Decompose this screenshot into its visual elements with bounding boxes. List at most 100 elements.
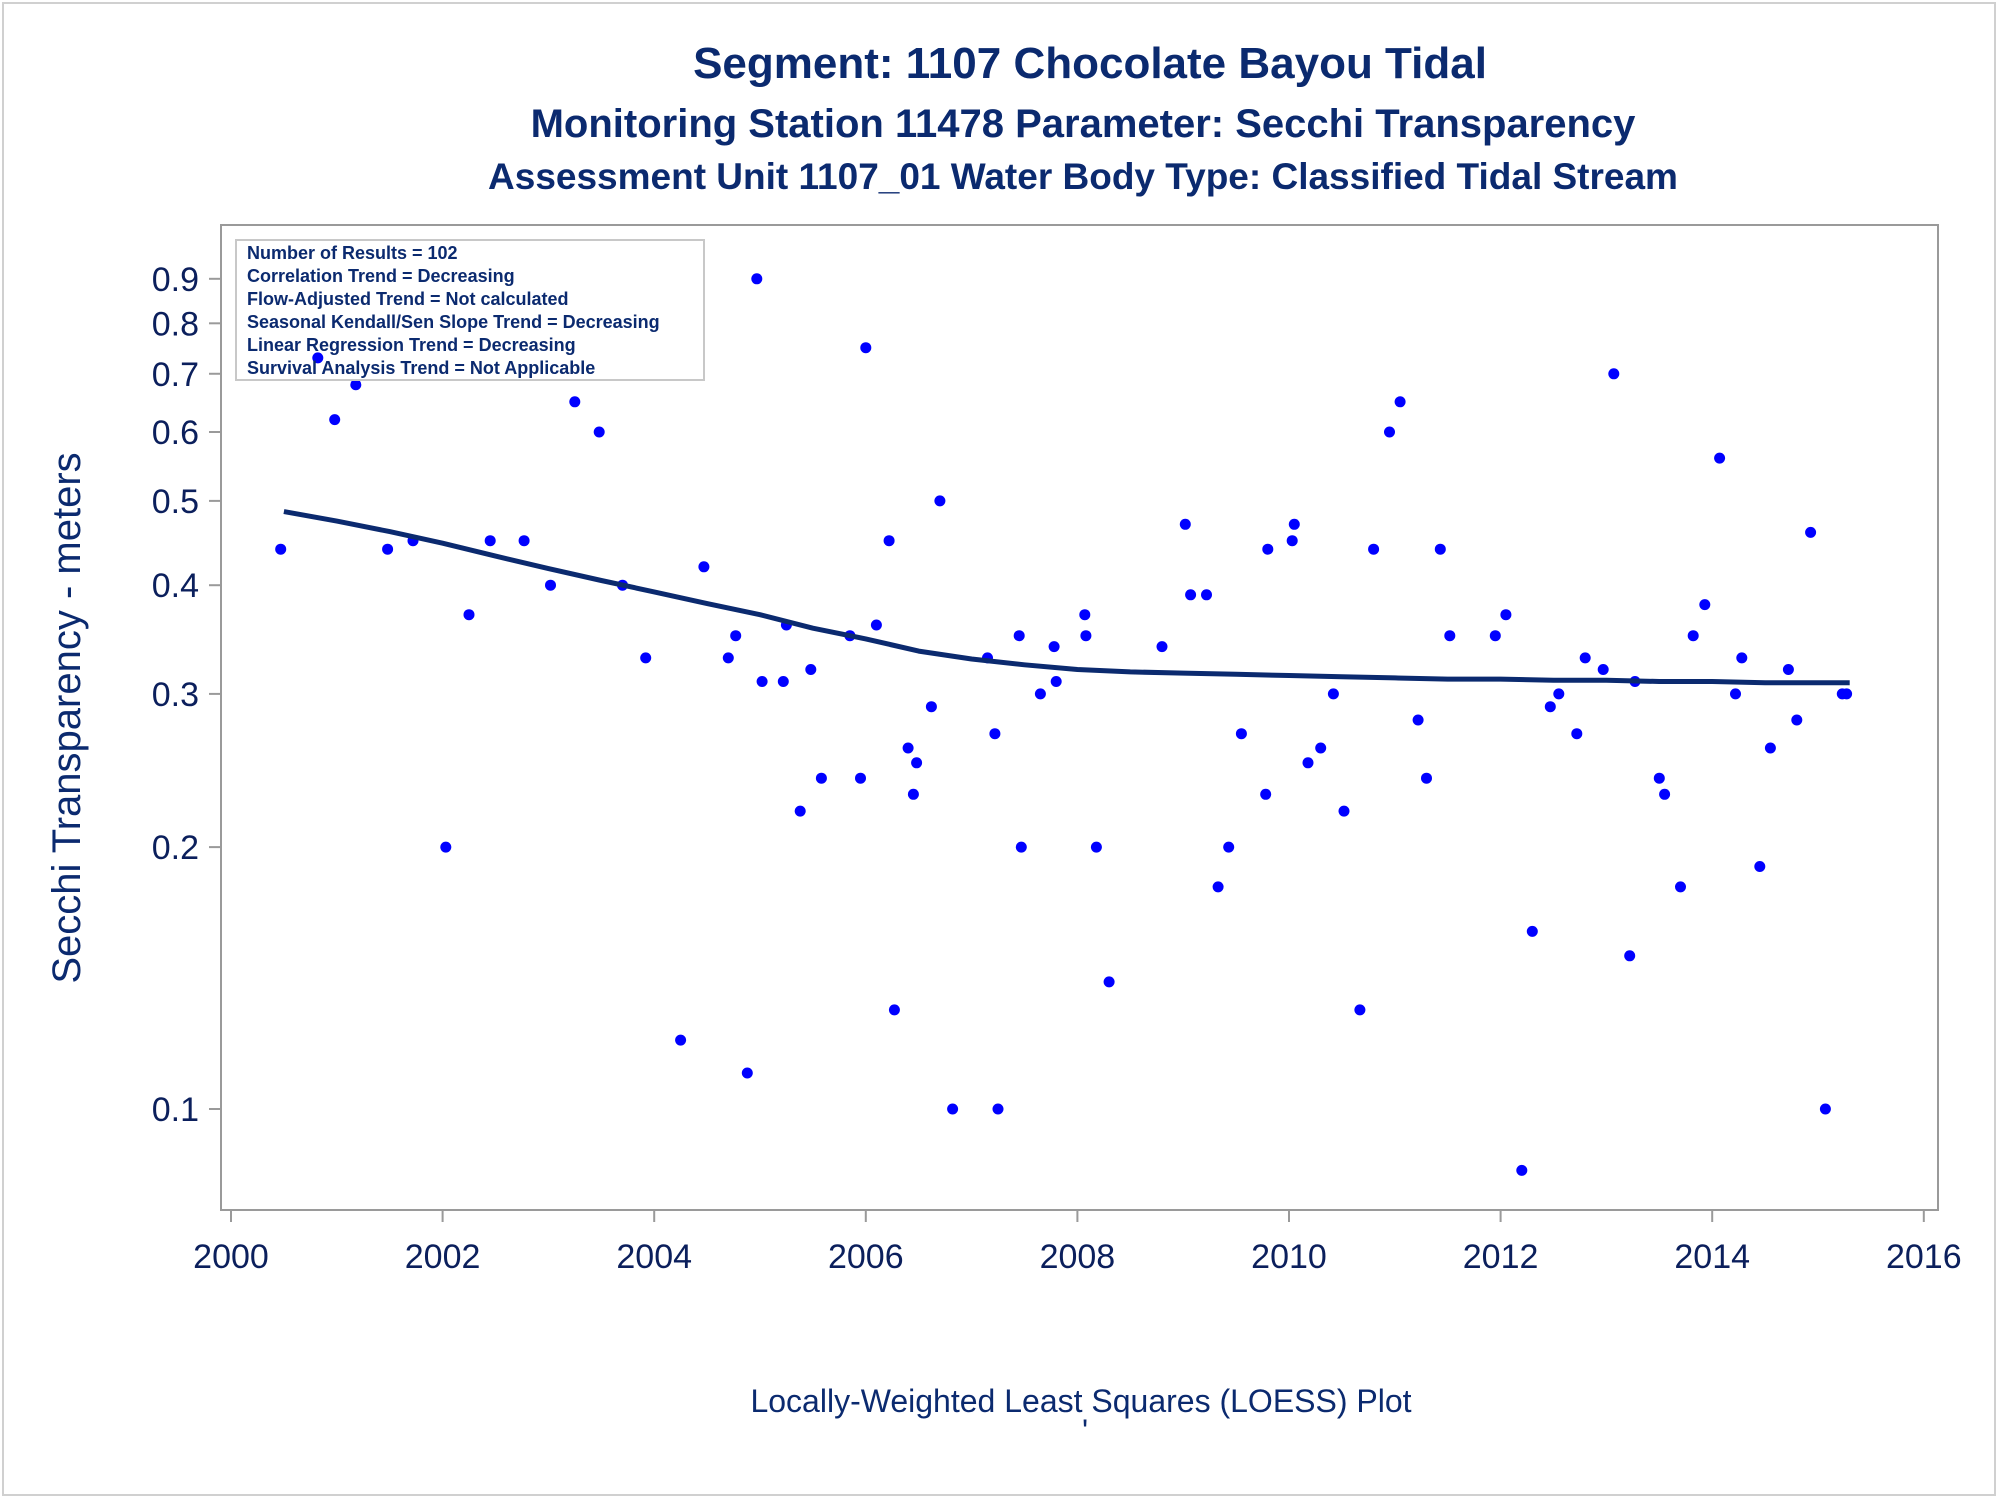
data-point xyxy=(1288,518,1300,530)
data-points xyxy=(275,273,1853,1176)
data-point xyxy=(1675,881,1686,893)
data-point xyxy=(1315,742,1327,754)
data-point xyxy=(1444,630,1456,642)
data-point xyxy=(1384,426,1395,438)
x-axis: 2000 2002 2004 2006 2008 2010 2012 2014 2016 xyxy=(193,1210,1962,1276)
stats-line: Linear Regression Trend = Decreasing xyxy=(247,335,576,355)
data-point xyxy=(1201,589,1212,601)
data-point xyxy=(1754,861,1766,872)
data-point xyxy=(934,495,946,507)
data-point xyxy=(1544,701,1556,713)
data-point xyxy=(883,535,895,547)
data-point xyxy=(1421,772,1432,784)
data-point xyxy=(382,543,394,555)
x-tick-label: 2008 xyxy=(1040,1238,1116,1276)
data-point xyxy=(1571,728,1583,740)
data-point xyxy=(329,414,341,426)
y-tick-label: 0.5 xyxy=(152,483,199,521)
y-tick-label: 0.1 xyxy=(152,1091,199,1129)
data-point xyxy=(1730,688,1741,700)
data-point xyxy=(1080,630,1092,642)
data-point xyxy=(1394,396,1406,408)
data-point xyxy=(1764,742,1776,754)
data-point xyxy=(902,742,914,754)
data-point xyxy=(1235,728,1247,740)
data-point xyxy=(675,1034,687,1046)
data-point xyxy=(1185,589,1197,601)
data-point xyxy=(777,676,789,687)
x-tick-label: 2016 xyxy=(1886,1238,1962,1276)
data-point xyxy=(741,1067,753,1079)
data-point xyxy=(1687,630,1699,642)
data-point xyxy=(1262,543,1274,555)
stats-box: Number of Results = 102 Correlation Tren… xyxy=(235,239,705,381)
data-point xyxy=(1034,688,1046,700)
data-point xyxy=(751,273,763,285)
data-point xyxy=(1699,599,1711,611)
y-axis: 0.1 0.2 0.3 0.4 0.5 0.6 0.7 0.8 0.9 xyxy=(152,261,221,1129)
data-point xyxy=(722,652,734,664)
data-point xyxy=(1579,652,1591,664)
data-point xyxy=(1782,664,1794,675)
data-point xyxy=(1819,1103,1831,1115)
stats-line: Number of Results = 102 xyxy=(247,243,458,263)
data-point xyxy=(730,630,742,642)
y-tick-label: 0.4 xyxy=(152,567,199,605)
data-point xyxy=(992,1103,1004,1115)
data-point xyxy=(1434,543,1446,555)
data-point xyxy=(1338,805,1350,817)
data-point xyxy=(1736,652,1748,664)
data-point xyxy=(640,652,652,664)
data-point xyxy=(1327,688,1339,700)
data-point xyxy=(1805,526,1817,538)
stats-line: Flow-Adjusted Trend = Not calculated xyxy=(247,289,569,309)
y-tick-label: 0.9 xyxy=(152,261,199,299)
data-point xyxy=(440,841,452,853)
x-tick-label: 2000 xyxy=(193,1238,269,1276)
x-tick-label: 2006 xyxy=(828,1238,904,1276)
data-point xyxy=(1659,788,1671,800)
data-point xyxy=(1597,664,1609,675)
data-point xyxy=(1354,1004,1366,1016)
data-point xyxy=(463,609,475,621)
data-point xyxy=(545,579,556,591)
y-tick-label: 0.6 xyxy=(152,414,199,452)
data-point xyxy=(1286,535,1298,547)
data-point xyxy=(911,757,923,769)
y-tick-label: 0.8 xyxy=(152,305,199,343)
data-point xyxy=(1500,609,1512,621)
data-point xyxy=(569,396,581,408)
data-point xyxy=(1791,714,1803,726)
data-point xyxy=(1714,452,1726,464)
data-point xyxy=(1079,609,1091,621)
data-point xyxy=(484,535,496,547)
y-axis-label: Secchi Transparency - meters xyxy=(45,452,89,983)
plot-area xyxy=(220,224,1939,1211)
data-point xyxy=(1412,714,1424,726)
x-tick-label: 2012 xyxy=(1463,1238,1539,1276)
y-tick-label: 0.2 xyxy=(152,829,199,867)
x-tick-label: 2010 xyxy=(1251,1238,1327,1276)
data-point xyxy=(1015,841,1027,853)
data-point xyxy=(756,676,768,687)
data-point xyxy=(794,805,806,817)
data-point xyxy=(1489,630,1501,642)
x-tick-label: 2014 xyxy=(1674,1238,1750,1276)
data-point xyxy=(1368,543,1380,555)
chart-subtitle: Monitoring Station 11478 Parameter: Secc… xyxy=(531,102,1637,146)
data-point xyxy=(275,543,287,555)
stats-line: Seasonal Kendall/Sen Slope Trend = Decre… xyxy=(247,312,660,332)
data-point xyxy=(698,561,710,573)
stats-line: Survival Analysis Trend = Not Applicable xyxy=(247,358,595,378)
data-point xyxy=(593,426,605,438)
stats-line: Correlation Trend = Decreasing xyxy=(247,266,515,286)
data-point xyxy=(1103,976,1115,988)
data-point xyxy=(1553,688,1565,700)
data-point xyxy=(815,772,827,784)
data-point xyxy=(947,1103,959,1115)
data-point xyxy=(1156,641,1168,653)
data-point xyxy=(1260,788,1272,800)
y-tick-label: 0.7 xyxy=(152,356,199,394)
